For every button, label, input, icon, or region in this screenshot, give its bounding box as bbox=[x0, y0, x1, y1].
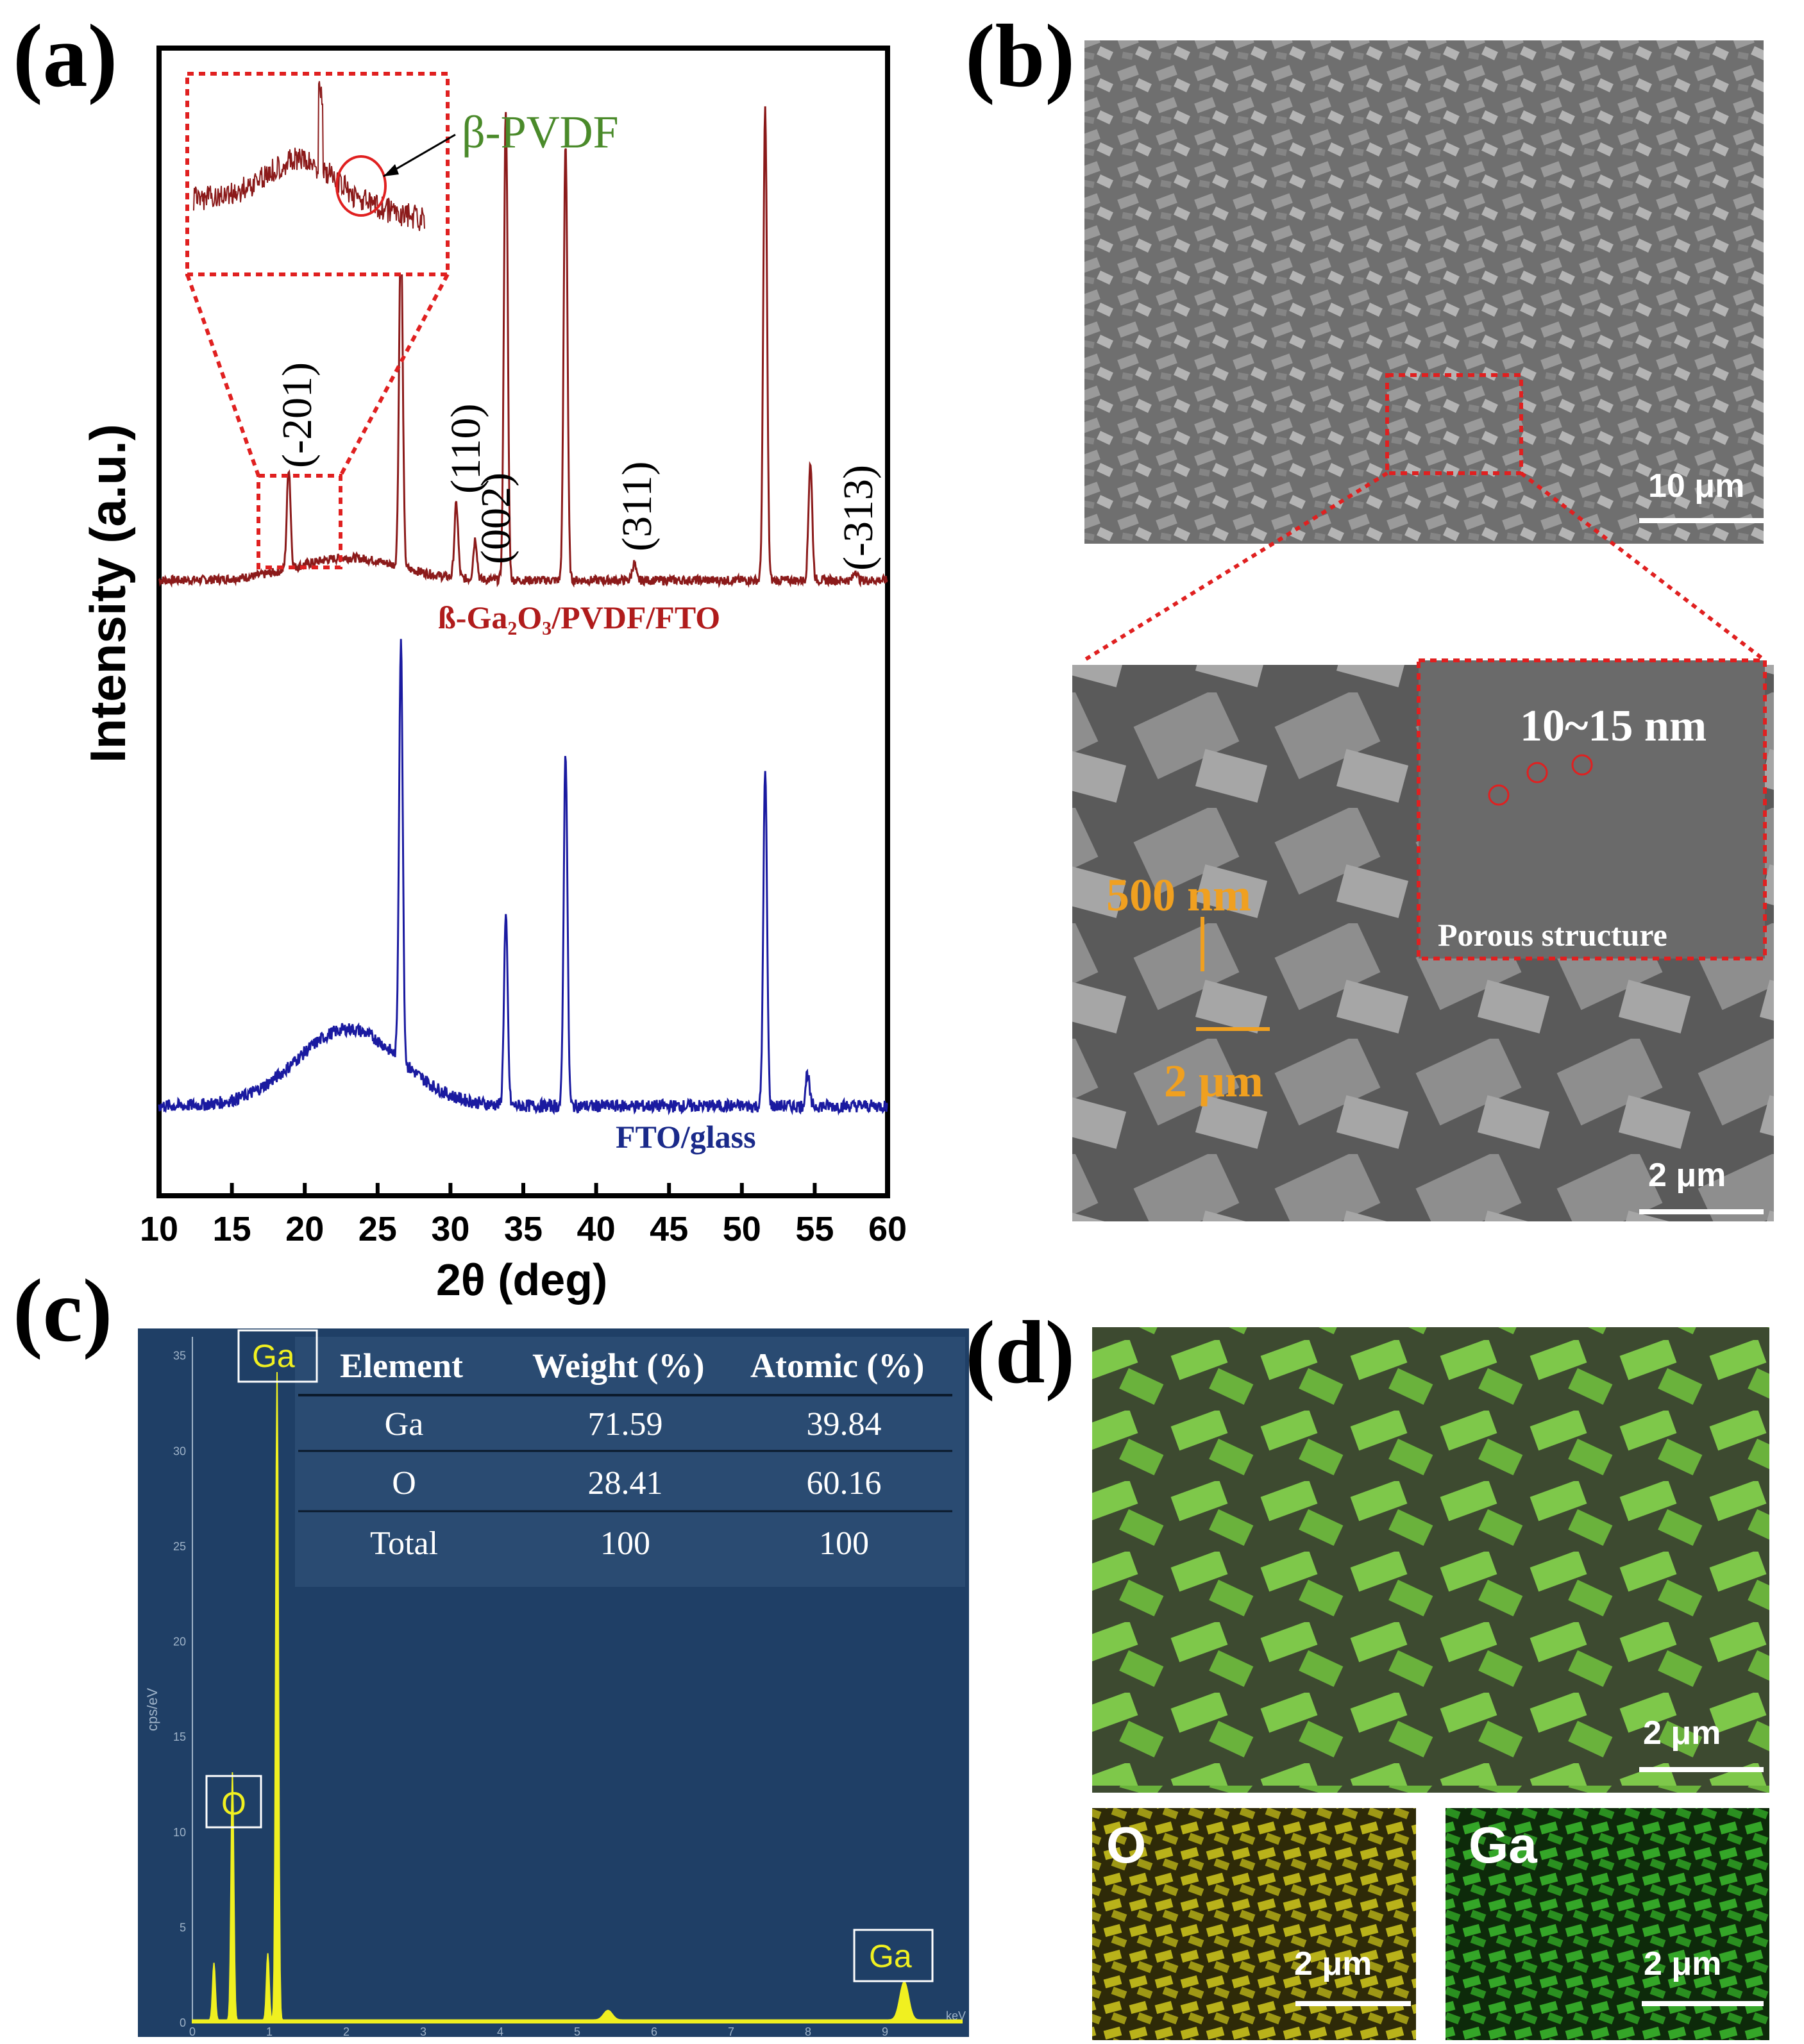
eds-x-tick-label: 0 bbox=[189, 2025, 196, 2038]
eds-cell: O bbox=[392, 1465, 416, 1502]
xrd-x-ticks: 10 15 20 25 30 35 40 45 50 55 60 bbox=[140, 1183, 907, 1248]
zoom-line-right bbox=[339, 273, 450, 477]
eds-y-tick-label: 15 bbox=[173, 1730, 186, 1743]
pvdf-arrowhead bbox=[384, 164, 399, 176]
xrd-y-axis-label: Intensity (a.u.) bbox=[80, 424, 136, 763]
eds-axis-ticks: 0 5 10 15 20 25 30 35 0 1 2 3 4 5 6 7 8 9 bbox=[173, 1350, 888, 2038]
eds-o-box bbox=[205, 1775, 262, 1829]
xrd-x-tick-label: 35 bbox=[504, 1210, 543, 1248]
xrd-series-ga2o3 bbox=[158, 106, 888, 589]
series-label-bottom: FTO/glass bbox=[616, 1119, 756, 1155]
eds-ga-box-top bbox=[237, 1329, 318, 1383]
xrd-x-tick-label: 45 bbox=[650, 1210, 688, 1248]
xrd-x-tick-label: 40 bbox=[577, 1210, 616, 1248]
panel-label-b: (b) bbox=[965, 6, 1075, 106]
xrd-x-tick-label: 60 bbox=[868, 1210, 907, 1248]
scale-label-o: 2 μm bbox=[1294, 1945, 1372, 1982]
eds-header-atomic: Atomic (%) bbox=[750, 1346, 924, 1385]
xrd-x-axis-label: 2θ (deg) bbox=[436, 1255, 607, 1305]
scale-label-overlay: 2 μm bbox=[1643, 1714, 1721, 1752]
xrd-x-tick-label: 55 bbox=[795, 1210, 834, 1248]
eds-cell: 71.59 bbox=[588, 1406, 663, 1443]
eds-peak-ga-2: Ga bbox=[869, 1938, 912, 1974]
eds-cell: 100 bbox=[600, 1525, 650, 1562]
eds-table-bg bbox=[295, 1337, 965, 1587]
panel-label-c: (c) bbox=[13, 1261, 113, 1361]
eds-x-tick-label: 6 bbox=[651, 2025, 657, 2038]
o-map-label: O bbox=[1106, 1816, 1146, 1873]
eds-x-tick-label: 4 bbox=[497, 2025, 503, 2038]
eds-x-tick-label: 9 bbox=[882, 2025, 888, 2038]
eds-y-tick-label: 5 bbox=[180, 1921, 186, 1934]
eds-ga-box-right bbox=[853, 1929, 934, 1982]
eds-header-element: Element bbox=[340, 1346, 463, 1385]
pore-circle-2 bbox=[1526, 762, 1548, 783]
eds-x-axis-unit: keV bbox=[946, 2009, 966, 2022]
eds-header-weight: Weight (%) bbox=[532, 1346, 704, 1385]
eds-cell: 100 bbox=[819, 1525, 869, 1562]
panel-label-d: (d) bbox=[965, 1303, 1075, 1402]
eds-x-tick-label: 3 bbox=[420, 2025, 426, 2038]
panel-label-a: (a) bbox=[13, 6, 118, 106]
peak-label-311: (311) bbox=[614, 461, 661, 551]
thickness-label: 500 nm bbox=[1106, 869, 1251, 921]
pore-circle-1 bbox=[1488, 784, 1510, 806]
pore-size-label: 10~15 nm bbox=[1520, 701, 1707, 751]
eds-peak-o: O bbox=[221, 1786, 246, 1822]
xrd-x-tick-label: 50 bbox=[723, 1210, 761, 1248]
xrd-inset-trace bbox=[193, 81, 425, 231]
eds-cell: 39.84 bbox=[807, 1406, 882, 1443]
eds-y-tick-label: 35 bbox=[173, 1350, 186, 1362]
peak-label-002: (002) bbox=[473, 473, 519, 564]
eds-x-tick-label: 2 bbox=[343, 2025, 350, 2038]
eds-peak-ga-1: Ga bbox=[252, 1338, 295, 1374]
scale-label-bottom: 2 μm bbox=[1648, 1157, 1726, 1194]
xrd-series-fto bbox=[158, 639, 888, 1116]
eds-y-tick-label: 0 bbox=[180, 2016, 186, 2029]
zoom-line-left bbox=[185, 274, 260, 476]
porous-inset bbox=[1417, 658, 1767, 960]
eds-x-tick-label: 8 bbox=[805, 2025, 811, 2038]
eds-cell: Total bbox=[370, 1525, 438, 1562]
pore-circle-3 bbox=[1571, 754, 1593, 776]
eds-cell: Ga bbox=[385, 1406, 424, 1443]
pvdf-highlight-circle bbox=[335, 155, 387, 217]
width-label: 2 μm bbox=[1164, 1055, 1263, 1107]
eds-x-tick-label: 7 bbox=[728, 2025, 734, 2038]
peak-label-313: (-313) bbox=[835, 465, 882, 571]
eds-y-tick-label: 20 bbox=[173, 1636, 186, 1648]
eds-x-tick-label: 5 bbox=[574, 2025, 580, 2038]
eds-y-tick-label: 25 bbox=[173, 1540, 186, 1553]
series-label-top: ß-Ga₂O₃/PVDF/FTO bbox=[438, 599, 720, 635]
eds-x-tick-label: 1 bbox=[266, 2025, 273, 2038]
scale-label-top: 10 μm bbox=[1648, 467, 1744, 505]
eds-cell: 60.16 bbox=[807, 1465, 882, 1502]
xrd-x-tick-label: 25 bbox=[358, 1210, 397, 1248]
eds-y-tick-label: 30 bbox=[173, 1445, 186, 1457]
xrd-x-tick-label: 15 bbox=[213, 1210, 251, 1248]
pvdf-label: β-PVDF bbox=[462, 106, 619, 158]
eds-spectrum bbox=[192, 1371, 963, 2023]
eds-y-tick-label: 10 bbox=[173, 1826, 186, 1839]
xrd-x-tick-label: 20 bbox=[285, 1210, 324, 1248]
xrd-x-tick-label: 30 bbox=[431, 1210, 469, 1248]
ga-map-label: Ga bbox=[1469, 1816, 1537, 1873]
eds-y-axis-label: cps/eV bbox=[144, 1688, 160, 1731]
eds-chart: 0 5 10 15 20 25 30 35 0 1 2 3 4 5 6 7 8 9 bbox=[138, 1328, 969, 2038]
peak-label-201: (-201) bbox=[274, 362, 321, 468]
sem-bottom-image bbox=[1072, 658, 1774, 1221]
peak-label-110: (110) bbox=[443, 403, 489, 494]
scale-label-ga: 2 μm bbox=[1644, 1945, 1721, 1982]
xrd-x-tick-label: 10 bbox=[140, 1210, 178, 1248]
xrd-chart: 10 15 20 25 30 35 40 45 50 55 60 bbox=[140, 46, 907, 1248]
sem-zoom-line-left bbox=[1083, 471, 1388, 662]
porous-structure-label: Porous structure bbox=[1438, 917, 1667, 953]
mapping-overlay-image bbox=[1092, 1327, 1769, 1786]
sem-top-image bbox=[1084, 40, 1764, 544]
eds-cell: 28.41 bbox=[588, 1465, 663, 1502]
xrd-zoom-box bbox=[257, 474, 342, 569]
